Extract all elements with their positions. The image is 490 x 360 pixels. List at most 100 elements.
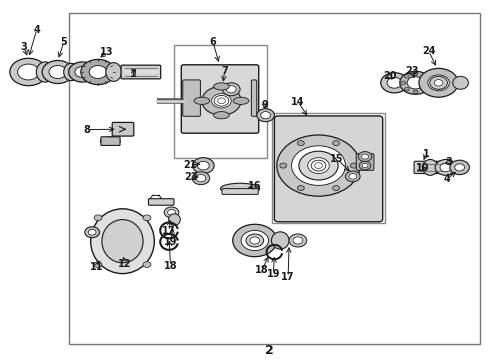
Circle shape <box>246 234 264 247</box>
Text: 13: 13 <box>100 47 114 57</box>
Circle shape <box>277 135 360 196</box>
FancyBboxPatch shape <box>181 65 259 133</box>
FancyBboxPatch shape <box>356 154 374 170</box>
Circle shape <box>425 81 430 85</box>
FancyBboxPatch shape <box>112 122 134 136</box>
Circle shape <box>350 163 357 168</box>
Circle shape <box>257 109 274 122</box>
Text: 24: 24 <box>422 46 436 56</box>
Ellipse shape <box>194 97 210 104</box>
Circle shape <box>349 174 357 179</box>
Ellipse shape <box>214 112 229 119</box>
Ellipse shape <box>214 83 229 90</box>
Circle shape <box>289 234 307 247</box>
Bar <box>272 113 385 223</box>
Circle shape <box>143 215 151 221</box>
Circle shape <box>261 112 270 119</box>
Text: 19: 19 <box>267 269 280 279</box>
Ellipse shape <box>220 183 260 194</box>
Circle shape <box>345 171 360 182</box>
Ellipse shape <box>233 97 249 104</box>
Circle shape <box>94 215 102 221</box>
Circle shape <box>407 77 424 89</box>
FancyBboxPatch shape <box>148 199 174 205</box>
Circle shape <box>10 58 47 86</box>
Text: 23: 23 <box>405 66 418 76</box>
Circle shape <box>75 67 90 77</box>
Text: 21: 21 <box>183 160 197 170</box>
Circle shape <box>359 161 371 170</box>
FancyBboxPatch shape <box>414 161 445 174</box>
Circle shape <box>81 59 115 85</box>
Circle shape <box>422 75 427 78</box>
Circle shape <box>299 151 338 180</box>
Circle shape <box>440 163 452 172</box>
Circle shape <box>455 164 465 171</box>
FancyBboxPatch shape <box>251 80 257 116</box>
Circle shape <box>202 86 241 115</box>
Text: 9: 9 <box>261 100 268 110</box>
Circle shape <box>49 66 67 78</box>
Text: 22: 22 <box>184 172 198 182</box>
Circle shape <box>381 73 408 93</box>
Ellipse shape <box>64 63 78 81</box>
Text: 8: 8 <box>84 125 91 135</box>
Circle shape <box>85 227 99 238</box>
Circle shape <box>315 163 322 168</box>
Circle shape <box>362 154 368 159</box>
Text: 1: 1 <box>423 149 430 159</box>
Circle shape <box>192 172 210 185</box>
Circle shape <box>428 75 449 91</box>
Circle shape <box>293 237 303 244</box>
Text: 18: 18 <box>164 261 177 271</box>
Circle shape <box>404 87 409 91</box>
Circle shape <box>292 146 345 185</box>
Circle shape <box>308 158 329 174</box>
Circle shape <box>400 71 431 94</box>
Ellipse shape <box>91 209 154 274</box>
Circle shape <box>419 68 458 97</box>
Circle shape <box>196 175 206 182</box>
Circle shape <box>333 185 340 190</box>
Circle shape <box>69 62 96 82</box>
Circle shape <box>430 76 447 89</box>
Text: 1: 1 <box>130 69 137 79</box>
Bar <box>174 45 267 158</box>
Circle shape <box>333 141 340 146</box>
Circle shape <box>241 230 269 251</box>
Ellipse shape <box>36 62 54 82</box>
Text: 14: 14 <box>291 96 305 107</box>
Text: 3: 3 <box>445 157 452 167</box>
Text: 4: 4 <box>443 174 450 184</box>
Ellipse shape <box>422 159 438 175</box>
Circle shape <box>193 158 214 174</box>
Text: 12: 12 <box>118 258 132 269</box>
Circle shape <box>250 237 260 244</box>
Circle shape <box>164 207 179 218</box>
Circle shape <box>387 77 402 88</box>
Circle shape <box>226 86 236 93</box>
Circle shape <box>311 160 326 171</box>
Text: 10: 10 <box>416 163 429 174</box>
Text: 4: 4 <box>33 24 40 35</box>
Circle shape <box>404 75 409 78</box>
FancyBboxPatch shape <box>274 116 383 222</box>
Ellipse shape <box>453 76 468 89</box>
Circle shape <box>434 80 443 86</box>
Circle shape <box>435 159 457 175</box>
Circle shape <box>297 141 304 146</box>
Circle shape <box>143 262 151 267</box>
Circle shape <box>401 81 406 85</box>
Text: 17: 17 <box>162 226 176 236</box>
Circle shape <box>89 66 107 78</box>
FancyBboxPatch shape <box>101 137 120 145</box>
FancyBboxPatch shape <box>183 80 200 116</box>
Text: 19: 19 <box>164 237 177 247</box>
Text: 11: 11 <box>90 262 104 272</box>
Circle shape <box>88 229 96 235</box>
Circle shape <box>280 163 287 168</box>
Circle shape <box>233 224 277 257</box>
Circle shape <box>42 60 74 84</box>
Circle shape <box>18 64 39 80</box>
FancyBboxPatch shape <box>222 189 258 194</box>
